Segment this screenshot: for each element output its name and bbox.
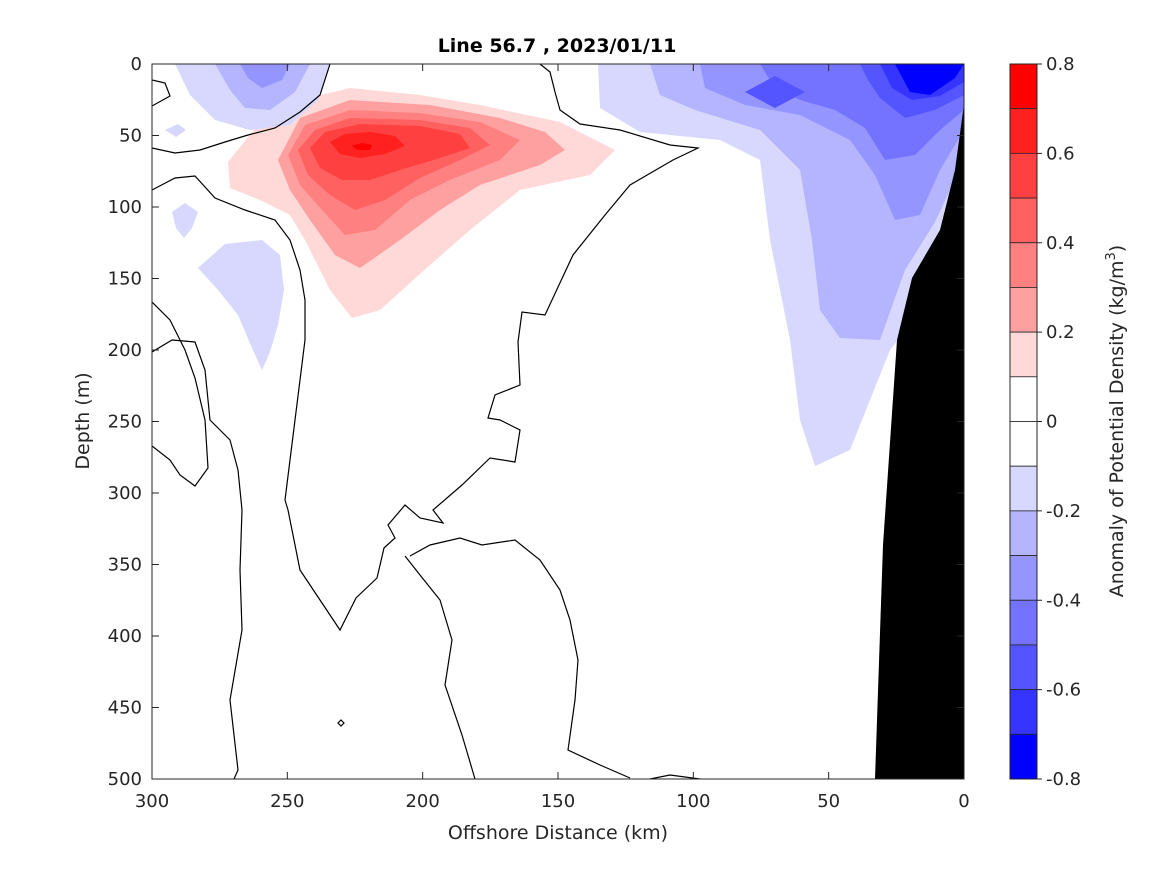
zero-contour-deep-lobe — [404, 555, 476, 779]
zero-contour-offshore-lower — [152, 339, 243, 779]
y-tick-label: 300 — [108, 483, 142, 504]
zero-contour-lines — [152, 64, 701, 779]
colorbar-tick-label: 0 — [1046, 412, 1057, 433]
chart-title: Line 56.7 , 2023/01/11 — [438, 35, 677, 57]
contour-fills — [165, 64, 964, 466]
x-tick-label: 200 — [405, 791, 439, 812]
y-tick-label: 50 — [119, 126, 142, 147]
y-tick-label: 350 — [108, 555, 142, 576]
offshore-negative-spot-2 — [172, 203, 198, 238]
x-axis-label: Offshore Distance (km) — [448, 822, 668, 844]
colorbar-swatch — [1009, 510, 1038, 556]
x-axis: 300 250 200 150 100 50 0 — [135, 64, 970, 812]
colorbar-swatch — [1009, 689, 1038, 735]
y-tick-label: 0 — [131, 54, 142, 75]
colorbar-tick-label: 0.2 — [1046, 322, 1075, 343]
colorbar-swatch — [1009, 197, 1038, 244]
zero-contour-left-middle — [152, 301, 209, 487]
colorbar-swatch — [1009, 644, 1038, 691]
bathymetry-seafloor — [875, 104, 964, 779]
colorbar-swatch — [1009, 242, 1038, 288]
x-tick-label: 150 — [541, 791, 575, 812]
colorbar: 0.8 0.6 0.4 0.2 0 -0.2 -0.4 -0.6 -0.8 — [1009, 54, 1081, 790]
x-tick-label: 100 — [676, 791, 710, 812]
offshore-negative-level-0p3 — [240, 64, 290, 88]
nearshore-negative-spot — [745, 76, 805, 108]
positive-anomaly-level-0p7 — [352, 143, 372, 150]
colorbar-label-superscript: 3 — [1104, 252, 1119, 260]
y-axis: 0 50 100 150 200 250 300 350 400 450 500 — [108, 54, 964, 790]
colorbar-label-end: ) — [1106, 245, 1128, 252]
y-tick-label: 100 — [108, 197, 142, 218]
x-tick-label: 50 — [817, 791, 840, 812]
colorbar-label-main: Anomaly of Potential Density (kg/m — [1106, 261, 1128, 598]
plot-area: 300 250 200 150 100 50 0 050100150200250300350… — [108, 54, 970, 812]
colorbar-swatch — [1009, 555, 1038, 601]
colorbar-tick-label: -0.2 — [1046, 501, 1081, 522]
colorbar-swatch — [1009, 287, 1038, 333]
offshore-negative-spot-1 — [165, 124, 186, 137]
colorbar-swatch — [1009, 599, 1038, 646]
y-tick-label: 200 — [108, 340, 142, 361]
colorbar-tick-label: -0.8 — [1046, 769, 1081, 790]
y-tick-label: 250 — [108, 412, 142, 433]
zero-contour-spot — [337, 719, 345, 727]
x-tick-label: 0 — [958, 791, 969, 812]
colorbar-swatch — [1009, 465, 1038, 512]
colorbar-tick-label: -0.6 — [1046, 680, 1081, 701]
colorbar-swatch — [1009, 376, 1038, 422]
colorbar-tick-label: 0.8 — [1046, 54, 1075, 75]
zero-contour-surface-left — [152, 79, 171, 107]
colorbar-swatch — [1009, 331, 1038, 378]
colorbar-tick-label: -0.4 — [1046, 590, 1081, 611]
y-tick-label: 150 — [108, 269, 142, 290]
zero-contour-central-wrap — [152, 64, 701, 632]
colorbar-label: Anomaly of Potential Density (kg/m3) — [1104, 245, 1128, 597]
y-tick-label: 400 — [108, 626, 142, 647]
colorbar-swatch — [1009, 152, 1038, 199]
colorbar-ticks: 0.8 0.6 0.4 0.2 0 -0.2 -0.4 -0.6 -0.8 — [1037, 54, 1081, 790]
colorbar-swatches — [1009, 63, 1038, 780]
colorbar-swatch — [1009, 733, 1038, 780]
colorbar-swatch — [1009, 108, 1038, 154]
x-tick-label: 300 — [135, 791, 169, 812]
colorbar-swatch — [1009, 421, 1038, 467]
zero-contour-upper — [152, 64, 331, 154]
y-tick-label: 450 — [108, 698, 142, 719]
zero-contour-deep-right — [409, 537, 631, 779]
midcolumn-negative-anomaly — [198, 240, 284, 370]
y-axis-label: Depth (m) — [72, 372, 94, 469]
colorbar-tick-label: 0.6 — [1046, 143, 1075, 164]
zero-contour-bottom — [649, 774, 701, 779]
colorbar-swatch — [1009, 63, 1038, 110]
nearshore-negative-level-0p7 — [895, 64, 964, 95]
colorbar-tick-label: 0.4 — [1046, 233, 1075, 254]
x-tick-label: 250 — [270, 791, 304, 812]
y-tick-label: 500 — [108, 769, 142, 790]
